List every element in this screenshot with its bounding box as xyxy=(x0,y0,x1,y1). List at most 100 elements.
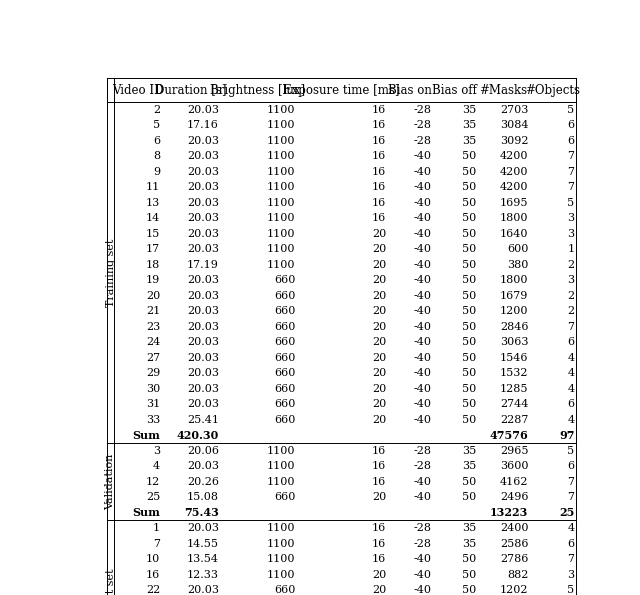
Text: 7: 7 xyxy=(568,492,575,502)
Text: 1: 1 xyxy=(153,523,160,533)
Text: 4162: 4162 xyxy=(500,477,529,487)
Text: 6: 6 xyxy=(568,120,575,130)
Text: 35: 35 xyxy=(462,446,476,456)
Text: 50: 50 xyxy=(462,290,476,300)
Text: 1546: 1546 xyxy=(500,353,529,363)
Text: 16: 16 xyxy=(372,198,387,208)
Text: 1640: 1640 xyxy=(500,228,529,239)
Text: 20: 20 xyxy=(372,306,387,316)
Text: 13: 13 xyxy=(146,198,160,208)
Text: 7: 7 xyxy=(568,322,575,331)
Text: 12: 12 xyxy=(146,477,160,487)
Text: 50: 50 xyxy=(462,213,476,223)
Text: -40: -40 xyxy=(413,151,431,161)
Text: 1532: 1532 xyxy=(500,368,529,378)
Text: 660: 660 xyxy=(274,368,295,378)
Text: 50: 50 xyxy=(462,492,476,502)
Text: Validation: Validation xyxy=(106,453,115,510)
Text: 18: 18 xyxy=(146,259,160,270)
Text: 35: 35 xyxy=(462,538,476,549)
Text: 16: 16 xyxy=(372,105,387,115)
Text: 2786: 2786 xyxy=(500,555,529,564)
Text: 2: 2 xyxy=(568,306,575,316)
Text: 20: 20 xyxy=(372,570,387,580)
Text: 17.16: 17.16 xyxy=(187,120,219,130)
Text: 4200: 4200 xyxy=(500,151,529,161)
Text: 17: 17 xyxy=(146,244,160,254)
Text: 882: 882 xyxy=(507,570,529,580)
Text: 50: 50 xyxy=(462,244,476,254)
Text: 50: 50 xyxy=(462,415,476,425)
Text: -40: -40 xyxy=(413,368,431,378)
Text: 20.03: 20.03 xyxy=(187,151,219,161)
Text: 660: 660 xyxy=(274,585,295,595)
Text: 15.08: 15.08 xyxy=(187,492,219,502)
Text: 1100: 1100 xyxy=(267,461,295,471)
Text: 20: 20 xyxy=(372,585,387,595)
Text: 1100: 1100 xyxy=(267,151,295,161)
Text: 7: 7 xyxy=(568,555,575,564)
Text: 20.26: 20.26 xyxy=(187,477,219,487)
Text: 660: 660 xyxy=(274,399,295,409)
Text: 50: 50 xyxy=(462,306,476,316)
Text: 1800: 1800 xyxy=(500,275,529,285)
Text: 3092: 3092 xyxy=(500,136,529,146)
Text: -40: -40 xyxy=(413,290,431,300)
Text: 20: 20 xyxy=(372,384,387,394)
Text: 17.19: 17.19 xyxy=(187,259,219,270)
Text: 20.03: 20.03 xyxy=(187,182,219,192)
Text: 1100: 1100 xyxy=(267,538,295,549)
Text: 5: 5 xyxy=(568,105,575,115)
Text: 7: 7 xyxy=(153,538,160,549)
Text: 3: 3 xyxy=(568,228,575,239)
Text: 35: 35 xyxy=(462,523,476,533)
Text: 1100: 1100 xyxy=(267,136,295,146)
Text: Training set: Training set xyxy=(106,238,115,306)
Text: 20.03: 20.03 xyxy=(187,337,219,347)
Text: 21: 21 xyxy=(146,306,160,316)
Text: 6: 6 xyxy=(568,538,575,549)
Text: 97: 97 xyxy=(559,430,575,441)
Text: Video ID: Video ID xyxy=(111,83,163,96)
Text: 1100: 1100 xyxy=(267,105,295,115)
Text: 4: 4 xyxy=(568,368,575,378)
Text: 14.55: 14.55 xyxy=(187,538,219,549)
Text: #Objects: #Objects xyxy=(525,83,580,96)
Text: 380: 380 xyxy=(507,259,529,270)
Text: 35: 35 xyxy=(462,461,476,471)
Text: 420.30: 420.30 xyxy=(177,430,219,441)
Text: 1800: 1800 xyxy=(500,213,529,223)
Text: 50: 50 xyxy=(462,151,476,161)
Text: 20.03: 20.03 xyxy=(187,105,219,115)
Text: 16: 16 xyxy=(372,538,387,549)
Text: 50: 50 xyxy=(462,259,476,270)
Text: 27: 27 xyxy=(146,353,160,363)
Text: 47576: 47576 xyxy=(490,430,529,441)
Text: 3: 3 xyxy=(568,570,575,580)
Text: 15: 15 xyxy=(146,228,160,239)
Text: 660: 660 xyxy=(274,290,295,300)
Text: -40: -40 xyxy=(413,322,431,331)
Text: #Masks: #Masks xyxy=(479,83,527,96)
Text: 3084: 3084 xyxy=(500,120,529,130)
Text: 16: 16 xyxy=(372,477,387,487)
Text: 50: 50 xyxy=(462,368,476,378)
Text: 50: 50 xyxy=(462,477,476,487)
Text: -28: -28 xyxy=(413,136,431,146)
Text: 4200: 4200 xyxy=(500,182,529,192)
Text: 20.03: 20.03 xyxy=(187,322,219,331)
Text: -40: -40 xyxy=(413,275,431,285)
Text: 1: 1 xyxy=(568,244,575,254)
Text: 7: 7 xyxy=(568,151,575,161)
Text: 3: 3 xyxy=(568,213,575,223)
Text: 50: 50 xyxy=(462,570,476,580)
Text: 22: 22 xyxy=(146,585,160,595)
Text: 4: 4 xyxy=(568,523,575,533)
Text: 29: 29 xyxy=(146,368,160,378)
Text: 50: 50 xyxy=(462,399,476,409)
Text: 20.03: 20.03 xyxy=(187,290,219,300)
Text: -40: -40 xyxy=(413,492,431,502)
Text: 12.33: 12.33 xyxy=(187,570,219,580)
Text: 50: 50 xyxy=(462,353,476,363)
Text: 1285: 1285 xyxy=(500,384,529,394)
